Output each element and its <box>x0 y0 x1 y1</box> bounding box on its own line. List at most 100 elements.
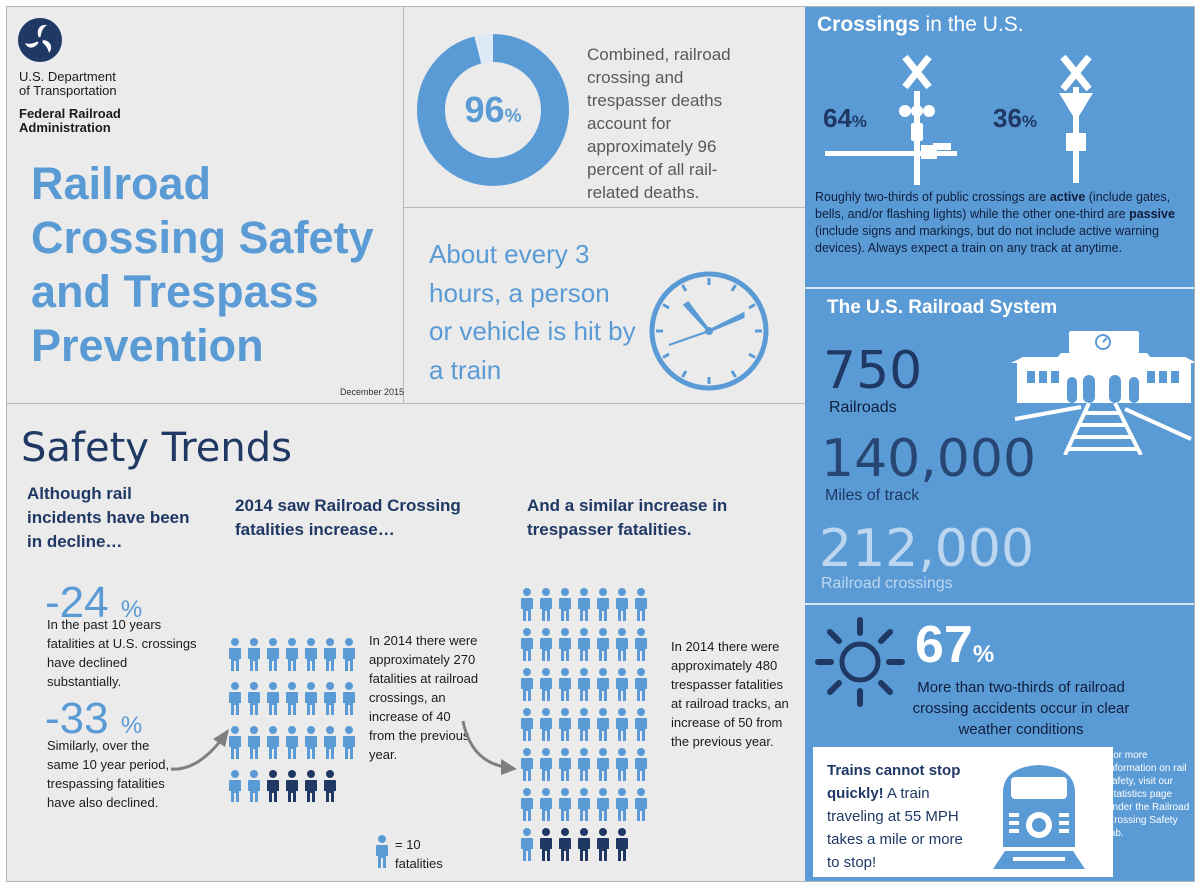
sun-icon <box>815 617 905 707</box>
clock-text: About every 3 hours, a person or vehicle… <box>429 239 636 385</box>
divider <box>403 207 805 208</box>
crossings-passive-word: passive <box>1129 207 1175 221</box>
person-icon <box>521 748 533 781</box>
divider <box>7 403 805 404</box>
crossings-text-1: Roughly two-thirds of public crossings a… <box>815 190 1050 204</box>
page-title: Railroad Crossing Safety and Trespass Pr… <box>31 157 401 373</box>
person-icon <box>521 788 533 821</box>
stat1-unit: % <box>120 596 143 623</box>
person-icon <box>559 788 571 821</box>
person-icon <box>597 828 609 861</box>
person-icon <box>521 708 533 741</box>
person-icon <box>540 828 552 861</box>
crossings-active-word: active <box>1049 190 1086 204</box>
title-line: Prevention <box>31 320 264 371</box>
person-icon <box>559 628 571 661</box>
passive-pct: 36% <box>993 103 1037 134</box>
publish-date: December 2015 <box>339 387 404 397</box>
person-icon <box>635 748 647 781</box>
trains-text-rest: A train traveling at 55 MPH takes a mile… <box>827 785 963 871</box>
train-station-icon <box>1011 331 1194 455</box>
person-icon <box>286 682 298 715</box>
person-icon <box>305 638 317 671</box>
person-icon <box>559 668 571 701</box>
person-icon <box>578 748 590 781</box>
person-icon <box>597 628 609 661</box>
person-icon <box>578 668 590 701</box>
weather-text: More than two-thirds of railroad crossin… <box>912 679 1130 738</box>
person-icon <box>616 588 628 621</box>
person-icon <box>267 638 279 671</box>
infographic-page: U.S. Department of Transportation Federa… <box>6 6 1195 882</box>
crossings-text-2: (include gates, bells, and/or flashing l… <box>815 190 1171 221</box>
col2-text: In 2014 there were approximately 270 fat… <box>369 633 479 762</box>
stat2-unit: % <box>120 712 143 739</box>
trains-callout: Trains cannot stop quickly! A train trav… <box>813 747 1113 877</box>
person-icon <box>343 638 355 671</box>
person-icon <box>597 588 609 621</box>
stat2-text: Similarly, over the same 10 year period,… <box>47 738 170 810</box>
crossings-title-rest: in the U.S. <box>919 13 1024 36</box>
person-icon <box>616 748 628 781</box>
title-line: Railroad <box>31 158 212 209</box>
right-panel: Crossings in the U.S. 64% 36% <box>805 7 1194 881</box>
crossings-title: Crossings in the U.S. <box>817 13 1024 37</box>
active-crossing-gate-icon <box>825 54 957 185</box>
person-icon <box>597 668 609 701</box>
person-icon <box>521 828 533 861</box>
person-icon <box>305 770 317 802</box>
person-icon <box>229 770 241 802</box>
person-icon <box>559 828 571 861</box>
person-icon <box>229 638 241 671</box>
person-icon <box>559 748 571 781</box>
person-icon <box>248 770 260 802</box>
person-icon <box>286 638 298 671</box>
person-icon <box>376 835 388 868</box>
person-icon <box>616 828 628 861</box>
person-icon <box>229 682 241 715</box>
person-icon <box>540 628 552 661</box>
right-divider <box>805 287 1194 289</box>
person-icon <box>578 788 590 821</box>
person-icon <box>559 708 571 741</box>
miles-label: Miles of track <box>825 487 920 504</box>
trespasser-fatalities-pictogram <box>521 588 647 861</box>
person-icon <box>616 788 628 821</box>
deaths-donut-chart: 96% <box>417 34 569 186</box>
crossings-total-value: 212,000 <box>819 519 1035 579</box>
deaths-text: Combined, railroad crossing and trespass… <box>587 45 731 202</box>
divider <box>403 7 404 403</box>
railroads-label: Railroads <box>829 399 897 416</box>
person-legend-icon <box>376 835 388 868</box>
person-icon <box>248 682 260 715</box>
passive-crossing-sign-icon <box>1059 54 1093 183</box>
col2-heading: 2014 saw Railroad Crossing fatalities in… <box>235 496 461 539</box>
person-icon <box>597 708 609 741</box>
stat1-number: -24 <box>45 578 109 627</box>
donut-value: 96 <box>465 89 505 130</box>
right-divider <box>805 603 1194 605</box>
donut-arc <box>417 34 569 186</box>
stat1-value: -24 % <box>45 581 142 632</box>
person-icon <box>343 682 355 715</box>
person-icon <box>248 726 260 759</box>
active-unit: % <box>851 112 868 131</box>
dept-line-1: U.S. Department <box>19 69 116 84</box>
person-icon <box>578 628 590 661</box>
weather-value: 67 <box>915 616 973 674</box>
person-icon <box>635 588 647 621</box>
trains-text: Trains cannot stop quickly! A train trav… <box>827 759 977 874</box>
stat2-value: -33 % <box>45 697 142 748</box>
stat1-text: In the past 10 years fatalities at U.S. … <box>47 617 197 689</box>
person-icon <box>540 748 552 781</box>
passive-value: 36 <box>993 103 1022 133</box>
stat2-number: -33 <box>45 694 109 743</box>
person-icon <box>578 828 590 861</box>
locomotive-icon <box>993 765 1085 869</box>
person-icon <box>635 708 647 741</box>
dept-line-2: of Transportation <box>19 83 117 98</box>
person-icon <box>267 726 279 759</box>
crossing-fatalities-pictogram <box>229 638 355 802</box>
person-icon <box>521 668 533 701</box>
person-icon <box>343 726 355 759</box>
